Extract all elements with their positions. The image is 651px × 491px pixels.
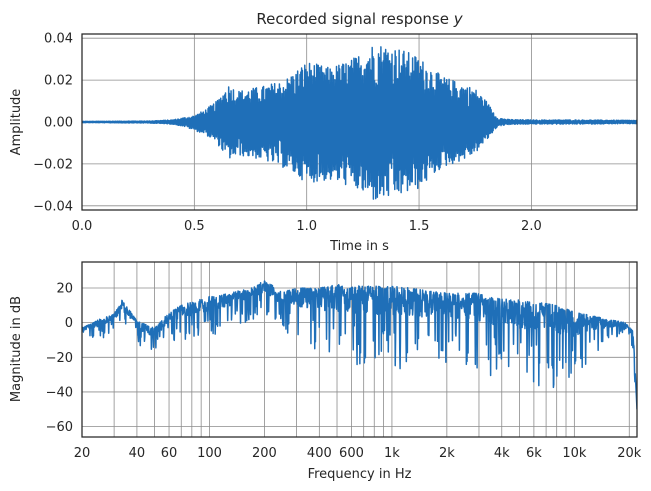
x-tick-label: 20 bbox=[74, 446, 91, 461]
x-tick-label: 1.5 bbox=[409, 219, 430, 234]
x-tick-label: 200 bbox=[252, 446, 277, 461]
x-tick-label: 100 bbox=[197, 446, 222, 461]
x-tick-label: 20k bbox=[617, 446, 642, 461]
amplitude-tick-labels: 0.04 0.02 0.00 −0.02 −0.04 bbox=[33, 32, 73, 215]
frequency-domain-axes: 200−20−40−60 20 40 60 100 200 400 600 1k 2k 4k 6k 1… bbox=[9, 261, 642, 482]
magnitude-axis-label: Magnitude in dB bbox=[9, 296, 24, 402]
frequency-tick-labels: 20 40 60 100 200 400 600 1k 2k 4k 6k 10k 20k bbox=[74, 446, 642, 461]
x-tick-label: 60 bbox=[161, 446, 178, 461]
y-tick-label: 0.02 bbox=[44, 74, 73, 89]
x-tick-label: 2k bbox=[439, 446, 455, 461]
time-signal-path bbox=[82, 46, 637, 200]
time-tick-labels: 0.0 0.5 1.0 1.5 2.0 bbox=[72, 219, 542, 234]
x-tick-label: 4k bbox=[494, 446, 510, 461]
y-tick-label: −20 bbox=[46, 351, 73, 366]
amplitude-axis-label: Amplitude bbox=[9, 89, 24, 156]
chart-title: Recorded signal response y bbox=[256, 10, 463, 28]
magnitude-spectrum-path bbox=[82, 280, 637, 410]
x-tick-label: 0.0 bbox=[72, 219, 93, 234]
y-tick-label: −40 bbox=[46, 385, 73, 400]
magnitude-tick-labels: 20 0 −20 −40 −60 bbox=[46, 281, 73, 435]
time-domain-axes: 0.04 0.02 0.00 −0.02 −0.04 0.0 0.5 1.0 1.5 2.0 R… bbox=[9, 10, 638, 254]
y-tick-label: 20 bbox=[56, 281, 73, 296]
y-tick-label: −0.02 bbox=[33, 157, 73, 172]
x-tick-label: 0.5 bbox=[184, 219, 205, 234]
x-tick-label: 1k bbox=[384, 446, 400, 461]
y-tick-label: 0 bbox=[65, 316, 73, 331]
frequency-axis-label: Frequency in Hz bbox=[308, 467, 412, 482]
x-tick-label: 400 bbox=[307, 446, 332, 461]
x-tick-label: 10k bbox=[562, 446, 587, 461]
frequency-axes-frame bbox=[81, 261, 638, 438]
magnitude-spectrum-line bbox=[82, 280, 637, 410]
time-axes-frame bbox=[81, 33, 638, 211]
x-tick-label: 1.0 bbox=[296, 219, 317, 234]
y-tick-label: 0.00 bbox=[44, 116, 73, 131]
y-tick-label: −60 bbox=[46, 420, 73, 435]
x-tick-label: 6k bbox=[526, 446, 542, 461]
y-tick-label: −0.04 bbox=[33, 199, 73, 214]
y-tick-label: 0.04 bbox=[44, 32, 73, 47]
time-signal-line bbox=[82, 46, 637, 200]
x-tick-label: 2.0 bbox=[521, 219, 542, 234]
x-tick-label: 40 bbox=[129, 446, 146, 461]
x-tick-label: 600 bbox=[339, 446, 364, 461]
time-axis-label: Time in s bbox=[329, 239, 389, 254]
